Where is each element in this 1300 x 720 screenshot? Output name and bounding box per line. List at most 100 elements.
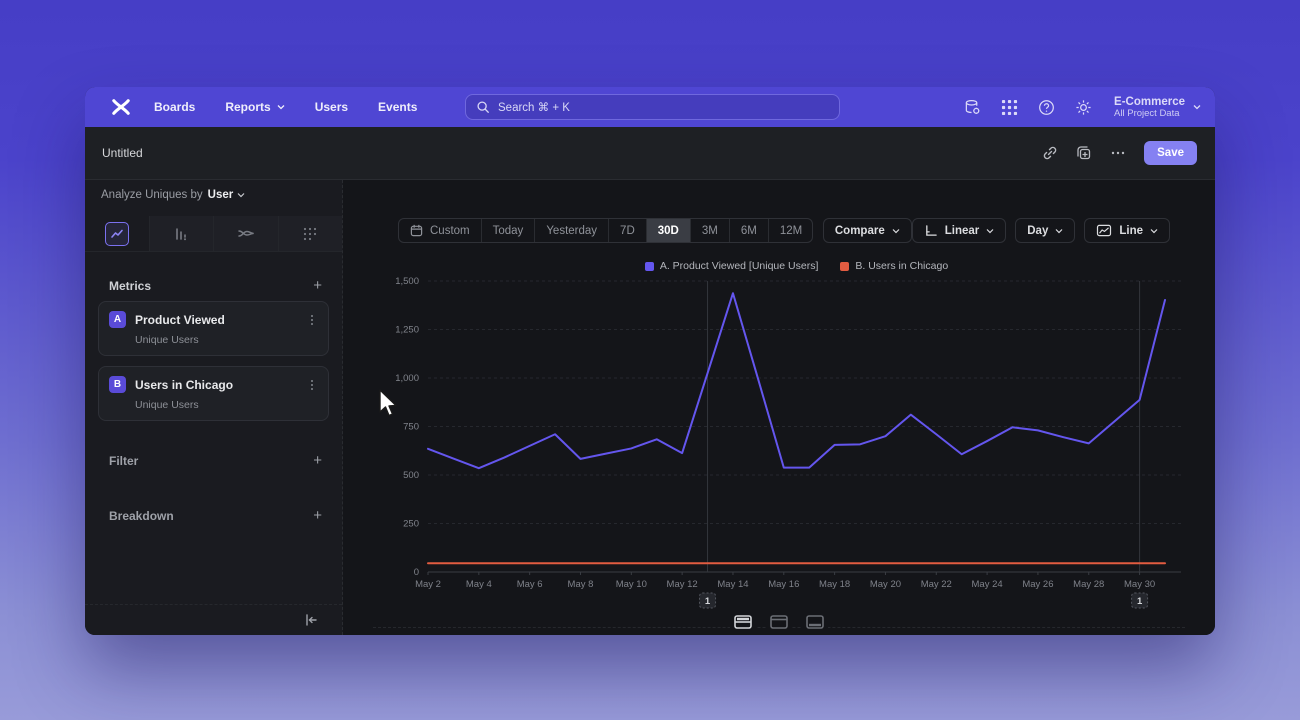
titlebar-actions: Save bbox=[1042, 141, 1197, 165]
svg-text:May 2: May 2 bbox=[415, 579, 441, 590]
filter-section-header: Filter + bbox=[109, 452, 322, 469]
line-chart[interactable]: 0 250 500 750 1,000 1,250 1,500 May 2 May 4 May 6… bbox=[343, 180, 1215, 635]
query-builder-sidebar: Analyze Uniques by User bbox=[85, 180, 343, 635]
chart-type-metric-tab[interactable] bbox=[278, 216, 342, 251]
breakdown-label: Breakdown bbox=[109, 508, 174, 523]
chevron-down-icon bbox=[986, 228, 994, 233]
date-range-selector: Custom Today Yesterday 7D 30D 3M 6M 12M bbox=[398, 218, 813, 243]
svg-text:May 10: May 10 bbox=[616, 579, 647, 590]
add-filter-button[interactable]: + bbox=[313, 452, 322, 469]
help-icon[interactable] bbox=[1038, 99, 1055, 116]
layout-table-only-icon[interactable] bbox=[802, 612, 828, 632]
chart-type-line-tab[interactable] bbox=[85, 216, 150, 251]
scale-selector[interactable]: Linear bbox=[911, 218, 1007, 243]
svg-text:May 4: May 4 bbox=[466, 579, 492, 590]
analyze-by-value: User bbox=[207, 189, 234, 201]
chart-style-selector[interactable]: Line bbox=[1084, 218, 1170, 243]
svg-text:May 12: May 12 bbox=[667, 579, 698, 590]
line-style-icon bbox=[1097, 224, 1112, 237]
content-area: Analyze Uniques by User bbox=[85, 180, 1215, 635]
search-icon bbox=[477, 101, 489, 113]
range-custom[interactable]: Custom bbox=[399, 219, 482, 242]
range-label: 7D bbox=[620, 224, 635, 237]
save-button[interactable]: Save bbox=[1144, 141, 1197, 165]
metric-subtitle[interactable]: Unique Users bbox=[135, 334, 199, 346]
chart-type-bar-tab[interactable] bbox=[149, 216, 214, 251]
nav-right-cluster: E-Commerce All Project Data bbox=[964, 87, 1201, 127]
report-title[interactable]: Untitled bbox=[102, 146, 143, 160]
nav-item-users[interactable]: Users bbox=[315, 100, 348, 114]
metric-menu-icon[interactable] bbox=[306, 314, 318, 326]
legend-swatch-b bbox=[840, 261, 850, 271]
metrics-section-header: Metrics + bbox=[109, 277, 322, 294]
layout-split-icon[interactable] bbox=[730, 612, 756, 632]
svg-text:May 26: May 26 bbox=[1022, 579, 1053, 590]
svg-text:1: 1 bbox=[1137, 596, 1143, 607]
metric-card-b[interactable]: B Users in Chicago Unique Users bbox=[98, 366, 329, 421]
project-selector[interactable]: E-Commerce All Project Data bbox=[1114, 96, 1201, 119]
nav-item-label: Events bbox=[378, 100, 418, 114]
mixpanel-logo-icon[interactable] bbox=[110, 98, 132, 116]
metric-title: Users in Chicago bbox=[135, 377, 234, 392]
interval-selector[interactable]: Day bbox=[1015, 218, 1076, 243]
analyze-by-selector[interactable]: User bbox=[208, 189, 246, 201]
legend-label-a: A. Product Viewed [Unique Users] bbox=[659, 260, 819, 272]
more-options-icon[interactable] bbox=[1110, 145, 1126, 161]
layout-chart-only-icon[interactable] bbox=[766, 612, 792, 632]
range-label: Custom bbox=[430, 224, 470, 237]
search-placeholder: Search ⌘ + K bbox=[498, 102, 570, 114]
nav-item-label: Users bbox=[314, 100, 349, 114]
range-7d[interactable]: 7D bbox=[609, 219, 647, 242]
range-30d[interactable]: 30D bbox=[646, 219, 691, 242]
svg-text:1,500: 1,500 bbox=[395, 276, 419, 287]
legend-item-b[interactable]: B. Users in Chicago bbox=[840, 260, 948, 272]
metric-grid-icon bbox=[304, 227, 317, 240]
svg-text:May 22: May 22 bbox=[921, 579, 952, 590]
analyze-by-row: Analyze Uniques by User bbox=[101, 189, 245, 201]
apps-grid-icon[interactable] bbox=[1001, 99, 1018, 116]
chart-panel: Custom Today Yesterday 7D 30D 3M 6M 12M … bbox=[343, 180, 1215, 635]
nav-item-label: Reports bbox=[225, 100, 271, 114]
duplicate-icon[interactable] bbox=[1076, 145, 1092, 161]
nav-item-label: Boards bbox=[154, 100, 196, 114]
range-6m[interactable]: 6M bbox=[730, 219, 769, 242]
data-management-icon[interactable] bbox=[964, 99, 981, 116]
project-subtitle: All Project Data bbox=[1114, 107, 1180, 119]
share-link-icon[interactable] bbox=[1042, 145, 1058, 161]
range-today[interactable]: Today bbox=[482, 219, 536, 242]
settings-gear-icon[interactable] bbox=[1075, 99, 1092, 116]
bar-chart-icon bbox=[176, 227, 187, 240]
svg-text:May 18: May 18 bbox=[819, 579, 850, 590]
svg-text:May 30: May 30 bbox=[1124, 579, 1155, 590]
analyze-by-label: Analyze Uniques by bbox=[101, 189, 203, 201]
range-yesterday[interactable]: Yesterday bbox=[535, 219, 610, 242]
nav-item-reports[interactable]: Reports bbox=[225, 100, 285, 114]
range-label: 12M bbox=[779, 224, 803, 237]
svg-text:May 14: May 14 bbox=[717, 579, 748, 590]
add-breakdown-button[interactable]: + bbox=[313, 507, 322, 524]
search-input[interactable]: Search ⌘ + K bbox=[465, 94, 840, 120]
range-12m[interactable]: 12M bbox=[769, 219, 812, 242]
compare-button[interactable]: Compare bbox=[822, 218, 912, 243]
chevron-down-icon bbox=[1150, 228, 1158, 233]
svg-text:500: 500 bbox=[403, 470, 419, 481]
nav-item-events[interactable]: Events bbox=[378, 100, 417, 114]
metric-card-a[interactable]: A Product Viewed Unique Users bbox=[98, 301, 329, 356]
flow-chart-icon bbox=[238, 229, 254, 237]
range-label: 30D bbox=[657, 224, 679, 237]
chart-type-flow-tab[interactable] bbox=[214, 216, 279, 251]
metric-subtitle[interactable]: Unique Users bbox=[135, 399, 199, 411]
chevron-down-icon bbox=[277, 105, 285, 110]
range-3m[interactable]: 3M bbox=[691, 219, 730, 242]
legend-label-b: B. Users in Chicago bbox=[855, 260, 949, 272]
range-label: 6M bbox=[740, 224, 757, 237]
metric-menu-icon[interactable] bbox=[306, 379, 318, 391]
scale-label: Linear bbox=[944, 224, 980, 237]
svg-text:1: 1 bbox=[705, 596, 711, 607]
chevron-down-icon bbox=[1193, 105, 1201, 110]
legend-item-a[interactable]: A. Product Viewed [Unique Users] bbox=[644, 260, 819, 272]
nav-item-boards[interactable]: Boards bbox=[154, 100, 195, 114]
add-metric-button[interactable]: + bbox=[313, 277, 322, 294]
linear-axis-icon bbox=[925, 225, 937, 236]
collapse-sidebar-icon[interactable] bbox=[304, 613, 318, 627]
